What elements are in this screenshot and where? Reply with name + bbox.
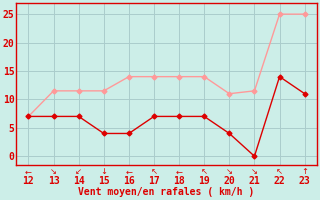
Text: ←: ← bbox=[125, 167, 132, 176]
Text: ↙: ↙ bbox=[75, 167, 82, 176]
X-axis label: Vent moyen/en rafales ( km/h ): Vent moyen/en rafales ( km/h ) bbox=[78, 187, 255, 197]
Text: ↖: ↖ bbox=[150, 167, 157, 176]
Text: ↘: ↘ bbox=[50, 167, 57, 176]
Text: ←: ← bbox=[176, 167, 183, 176]
Text: ↑: ↑ bbox=[301, 167, 308, 176]
Text: ←: ← bbox=[25, 167, 32, 176]
Text: ↖: ↖ bbox=[201, 167, 208, 176]
Text: ↖: ↖ bbox=[276, 167, 283, 176]
Text: ↘: ↘ bbox=[251, 167, 258, 176]
Text: ↓: ↓ bbox=[100, 167, 107, 176]
Text: ↘: ↘ bbox=[226, 167, 233, 176]
